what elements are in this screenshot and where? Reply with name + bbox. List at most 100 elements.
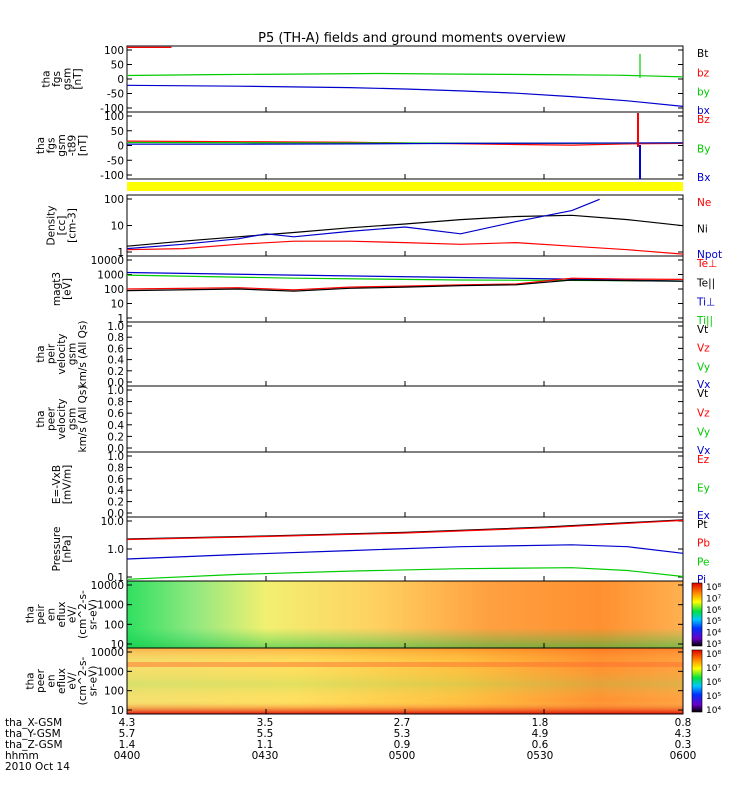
fgs-dsl-ylabel: thafgsgsm-t89[nT] bbox=[35, 134, 89, 156]
pressure-ylabel-line-1: [nPa] bbox=[61, 535, 73, 562]
fgs-ytick-3: -50 bbox=[107, 89, 124, 101]
peer-spectrogram-ylabel-line-5: (cm^2-s- bbox=[77, 656, 89, 705]
peir-velocity-legend-3: Vx bbox=[697, 379, 710, 391]
ephem-y-2: 5.3 bbox=[394, 728, 411, 740]
peer-velocity-ytick-4: 0.2 bbox=[107, 431, 124, 443]
peer-velocity-ytick-5: 0.0 bbox=[107, 443, 124, 455]
temperature-legend-2: Ti⊥ bbox=[696, 297, 715, 309]
peer-velocity-ytick-0: 1.0 bbox=[107, 385, 124, 397]
fgs-legend-3: bx bbox=[697, 105, 710, 117]
pressure-ytick-0: 10.0 bbox=[101, 516, 124, 528]
peir-spectrogram-ytick-0: 10000 bbox=[91, 580, 124, 592]
peer-velocity-ytick-3: 0.4 bbox=[107, 420, 124, 432]
fgs-dsl-ytick-2: 0 bbox=[117, 141, 124, 153]
fgs-ylabel-line-2: gsm bbox=[61, 68, 73, 90]
peir-velocity-legend-0: Vt bbox=[697, 324, 708, 336]
peir-spectrogram-ylabel-line-1: peir bbox=[35, 604, 47, 625]
ephem-label-y: tha_Y-GSM bbox=[5, 728, 61, 740]
fgs-dsl-ytick-0: 100 bbox=[104, 111, 124, 123]
peir-velocity-legend-2: Vy bbox=[697, 361, 710, 373]
ephem-x-4: 0.8 bbox=[675, 717, 692, 729]
fgs-frame bbox=[126, 45, 684, 113]
panels: 100500-50-100thafgsgsm[nT]Btbzbybx100500… bbox=[25, 45, 723, 717]
panel-fgs: 100 50 0 -50 -100 thafgsgsm[nT] Bt bz by bx bbox=[40, 45, 710, 117]
peer-velocity-ylabel-line-0: tha bbox=[35, 410, 47, 427]
fgs-ytick-1: 50 bbox=[111, 60, 124, 72]
peir-velocity-ylabel-line-1: peir bbox=[46, 343, 58, 364]
density-ytick-1: 10 bbox=[111, 221, 124, 233]
peer-spectrogram-ylabel-line-0: tha bbox=[25, 672, 37, 689]
pressure-series-Pe-3 bbox=[126, 567, 684, 580]
peir-velocity-ytick-4: 0.2 bbox=[107, 366, 124, 378]
density-ylabel-line-0: Density bbox=[46, 206, 58, 246]
peer-spectrogram-ylabel-line-6: sr-eV) bbox=[88, 666, 100, 697]
ephem-label-time: hhmm bbox=[5, 750, 39, 762]
peir-spectrogram-colorbar-tick-1: 10⁷ bbox=[706, 594, 721, 604]
ephem-t-0: 0400 bbox=[114, 750, 141, 762]
peer-velocity-legend-3: Vx bbox=[697, 445, 710, 457]
ephem-z-4: 0.3 bbox=[675, 739, 692, 751]
peir-velocity-legend-1: Vz bbox=[697, 343, 710, 355]
peer-velocity-ylabel-line-1: peer bbox=[46, 406, 58, 431]
temperature-ytick-1: 1000 bbox=[97, 270, 124, 282]
peir-velocity-ylabel: thapeirvelocitygsmkm/s (All Qs) bbox=[35, 321, 89, 388]
peer-velocity-frame bbox=[126, 385, 684, 453]
peir-spectrogram-energy-shading bbox=[127, 581, 683, 648]
temperature-series-Ti-0 bbox=[126, 271, 684, 282]
e-field-ytick-5: 0.0 bbox=[107, 508, 124, 520]
peer-spectrogram-colorbar-tick-1: 10⁷ bbox=[706, 664, 721, 674]
ephem-x-0: 4.3 bbox=[119, 717, 136, 729]
peir-spectrogram-colorbar-tick-4: 10⁴ bbox=[706, 629, 721, 639]
peer-spectrogram-ytick-2: 100 bbox=[104, 686, 124, 698]
temperature-ylabel-line-0: magt3 bbox=[51, 272, 63, 306]
peer-spectrogram-colorbar-tick-4: 10⁴ bbox=[706, 706, 721, 716]
peir-spectrogram-colorbar-scale bbox=[691, 582, 703, 647]
peir-velocity-ytick-3: 0.4 bbox=[107, 355, 124, 367]
density-ylabel-line-1: [cc] bbox=[56, 216, 68, 236]
panel-density: 100 10 1 Density[cc][cm-3] Ne Ni Npot bbox=[46, 194, 723, 261]
panel-pressure: 10.0 1.0 0.1 Pressure[nPa] Pt Pb Pe Pi bbox=[51, 516, 711, 586]
ephem-label-x: tha_X-GSM bbox=[5, 717, 62, 729]
peir-spectrogram-colorbar-tick-5: 10³ bbox=[706, 640, 721, 650]
peir-spectrogram-colorbar-tick-3: 10⁵ bbox=[706, 617, 721, 627]
peir-spectrogram-ytick-1: 1000 bbox=[97, 600, 124, 612]
peir-velocity-ytick-2: 0.6 bbox=[107, 343, 124, 355]
pressure-ytick-2: 0.1 bbox=[107, 572, 124, 584]
pressure-ytick-1: 1.0 bbox=[107, 544, 124, 556]
temperature-legend-0: Te⊥ bbox=[696, 258, 717, 270]
fgs-dsl-frame bbox=[126, 111, 684, 180]
fgs-dsl-ylabel-line-0: tha bbox=[35, 137, 47, 154]
peir-spectrogram-ylabel-line-4: eV/ bbox=[67, 605, 79, 623]
fgs-dsl-ytick-3: -50 bbox=[107, 155, 124, 167]
peer-velocity-legend-1: Vz bbox=[697, 407, 710, 419]
e-field-ylabel-line-0: E=-VxB bbox=[51, 465, 63, 504]
e-field-ytick-3: 0.4 bbox=[107, 485, 124, 497]
ephem-t-2: 0500 bbox=[389, 750, 416, 762]
peer-spectrogram-band bbox=[127, 662, 683, 667]
fgs-ylabel-line-1: fgs bbox=[51, 71, 63, 87]
peir-velocity-ylabel-line-4: km/s (All Qs) bbox=[77, 321, 89, 388]
e-field-frame bbox=[126, 451, 684, 518]
peer-velocity-ylabel-line-4: km/s (All Qs) bbox=[77, 386, 89, 453]
pressure-series-Pb-1 bbox=[126, 519, 684, 541]
ephem-x-3: 1.8 bbox=[532, 717, 549, 729]
pressure-ylabel: Pressure[nPa] bbox=[51, 527, 74, 572]
peir-velocity-ylabel-line-0: tha bbox=[35, 345, 47, 362]
ephem-y-1: 5.5 bbox=[257, 728, 274, 740]
fgs-ytick-2: 0 bbox=[117, 74, 124, 86]
fgs-legend-1: bz bbox=[697, 67, 710, 79]
pressure-legend-0: Pt bbox=[697, 519, 707, 531]
peer-spectrogram-colorbar-tick-2: 10⁶ bbox=[706, 678, 721, 688]
panel-peir-spectrogram: 10⁸10⁷10⁶10⁵10⁴10³10000100010010thapeire… bbox=[25, 580, 722, 651]
temperature-ytick-4: 1 bbox=[117, 313, 124, 325]
ephem-y-0: 5.7 bbox=[119, 728, 136, 740]
temperature-ytick-0: 10000 bbox=[91, 255, 124, 267]
peir-spectrogram-ylabel-line-6: sr-eV) bbox=[88, 599, 100, 630]
fgs-dsl-legend-0: Bz bbox=[697, 114, 710, 126]
panel-peir-velocity: 1.00.80.60.40.20.0 thapeirvelocitygsmkm/s… bbox=[35, 321, 710, 391]
density-ytick-2: 1 bbox=[117, 247, 124, 259]
quality-flag-bar bbox=[127, 182, 683, 191]
e-field-ytick-4: 0.2 bbox=[107, 497, 124, 509]
peir-velocity-ytick-0: 1.0 bbox=[107, 321, 124, 333]
